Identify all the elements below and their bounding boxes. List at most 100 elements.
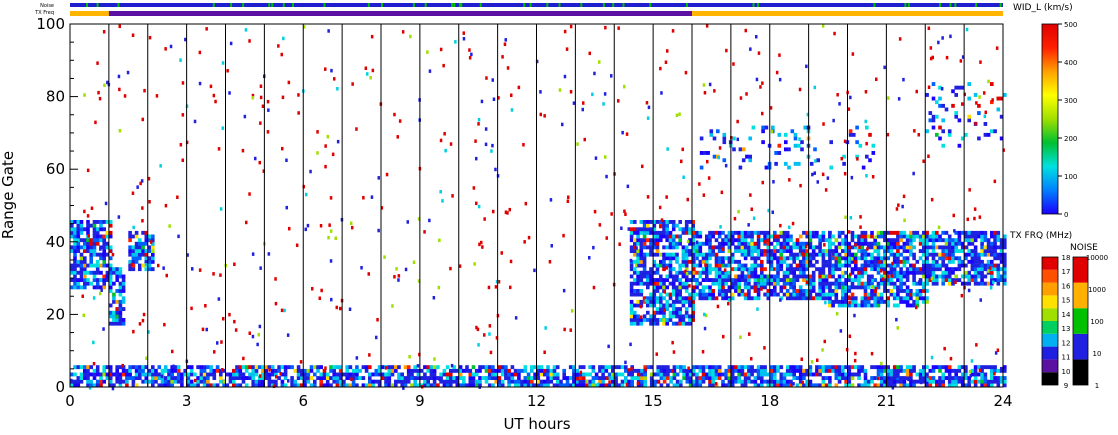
echo-cell <box>717 234 722 239</box>
scatter-echo <box>266 130 270 134</box>
echo-cell <box>662 372 667 377</box>
echo-cell <box>821 379 826 384</box>
echo-cell <box>821 368 826 373</box>
scatter-echo <box>877 376 880 381</box>
echo-cell <box>753 383 758 388</box>
scatter-echo <box>641 164 644 169</box>
echo-cell <box>795 267 800 272</box>
echo-cell <box>857 383 861 388</box>
echo-cell <box>1003 278 1007 282</box>
echo-cell <box>873 365 877 370</box>
echo-cell <box>636 256 640 261</box>
echo-cell <box>870 365 874 370</box>
echo-cell <box>251 368 255 373</box>
scatter-echo <box>757 284 760 288</box>
scatter-echo <box>497 280 501 284</box>
scatter-echo <box>620 226 623 230</box>
echo-cell <box>896 289 900 293</box>
scatter-echo <box>645 101 649 105</box>
scatter-echo <box>891 261 894 266</box>
echo-cell <box>993 241 997 246</box>
echo-cell <box>655 267 660 272</box>
scatter-echo <box>327 29 330 33</box>
echo-cell <box>601 365 605 370</box>
echo-cell <box>954 372 958 377</box>
echo-cell <box>523 383 528 388</box>
echo-cell <box>802 267 806 272</box>
echo-cell <box>575 379 579 384</box>
echo-cell <box>361 376 366 380</box>
echo-cell <box>484 379 489 384</box>
echo-cell <box>909 368 913 373</box>
echo-cell <box>879 259 884 264</box>
echo-cell <box>264 365 268 370</box>
scatter-echo <box>821 348 824 352</box>
scatter-echo <box>297 111 300 115</box>
scatter-echo <box>162 266 165 270</box>
echo-cell <box>795 274 800 279</box>
scatter-echo <box>370 195 374 199</box>
echo-cell <box>364 383 369 388</box>
scatter-echo <box>406 220 409 224</box>
scatter-echo <box>896 374 899 378</box>
echo-cell <box>769 383 774 388</box>
echo-cell <box>86 263 90 268</box>
echo-cell <box>863 383 868 388</box>
echo-cell <box>646 318 650 322</box>
echo-cell <box>954 267 958 272</box>
noise-strip-mark <box>367 3 370 7</box>
echo-cell <box>99 227 103 232</box>
scatter-echo <box>878 260 881 264</box>
scatter-echo <box>508 207 511 212</box>
scatter-echo <box>927 154 930 158</box>
echo-cell <box>73 259 77 264</box>
echo-cell <box>889 368 894 373</box>
echo-cell <box>850 238 855 243</box>
echo-cell <box>671 303 676 308</box>
echo-cell <box>902 230 907 235</box>
echo-cell <box>170 365 174 370</box>
echo-cell <box>938 85 942 90</box>
scatter-echo <box>118 24 121 29</box>
scatter-echo <box>316 151 319 155</box>
echo-cell <box>199 379 204 384</box>
echo-cell <box>688 220 692 224</box>
echo-cell <box>918 372 923 377</box>
echo-cell <box>681 230 686 235</box>
echo-cell <box>659 296 663 301</box>
scatter-echo <box>639 304 643 309</box>
echo-cell <box>176 376 181 380</box>
scatter-echo <box>395 267 398 271</box>
scatter-echo <box>843 172 847 176</box>
echo-cell <box>662 267 666 272</box>
echo-cell <box>977 136 981 141</box>
echo-cell <box>173 376 178 380</box>
echo-cell <box>935 132 939 137</box>
echo-cell <box>973 256 978 261</box>
echo-cell <box>889 267 894 272</box>
scatter-echo <box>96 61 99 65</box>
scatter-echo <box>524 201 528 206</box>
scatter-echo <box>686 239 690 244</box>
scatter-echo <box>483 333 486 337</box>
echo-cell <box>345 368 349 373</box>
echo-cell <box>868 132 872 137</box>
echo-cell <box>691 227 695 232</box>
echo-cell <box>92 230 97 235</box>
echo-cell <box>371 383 375 388</box>
scatter-echo <box>792 382 795 386</box>
echo-cell <box>691 263 695 268</box>
echo-cell <box>387 368 392 373</box>
echo-cell <box>854 256 858 261</box>
scatter-echo <box>979 60 982 64</box>
echo-cell <box>232 372 236 377</box>
echo-cell <box>102 252 106 257</box>
scatter-echo <box>393 112 396 117</box>
echo-cell <box>141 249 145 253</box>
echo-cell <box>70 383 74 388</box>
echo-cell <box>487 376 492 380</box>
echo-cell <box>659 365 664 370</box>
scatter-echo <box>581 107 584 112</box>
echo-cell <box>773 376 777 380</box>
echo-cell <box>487 365 492 370</box>
